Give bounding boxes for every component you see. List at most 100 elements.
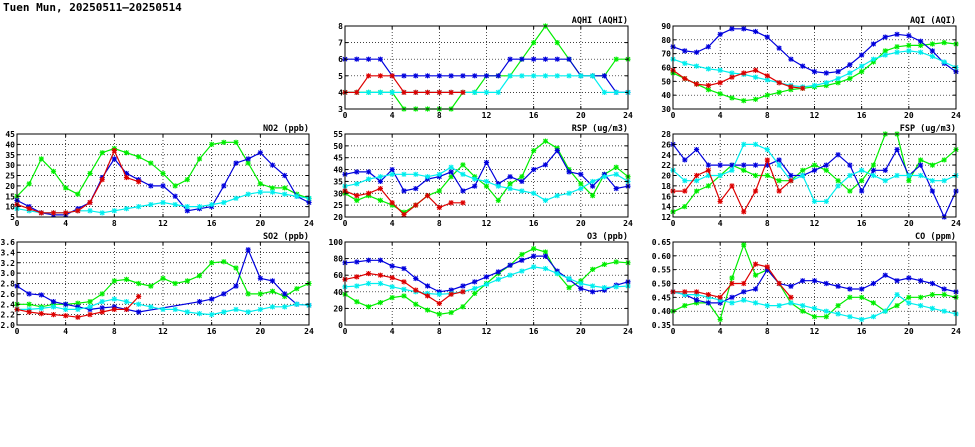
x-tick-label: 12 (482, 111, 492, 120)
data-point (26, 301, 32, 307)
data-point (460, 289, 466, 295)
y-tick-label: 26 (661, 140, 671, 149)
data-point (613, 56, 619, 62)
data-point (436, 73, 442, 79)
data-point (123, 170, 130, 177)
data-point (682, 291, 688, 298)
data-point (894, 49, 900, 55)
data-point (741, 297, 747, 303)
y-tick-label: 30 (333, 189, 343, 198)
data-point (519, 178, 525, 185)
data-point (859, 52, 865, 58)
data-point (365, 190, 372, 196)
y-tick-label: 20 (333, 304, 343, 313)
x-tick-label: 16 (529, 219, 539, 228)
y-tick-label: 3.0 (1, 269, 16, 278)
data-point (554, 56, 560, 62)
data-point (377, 185, 383, 192)
data-point (835, 80, 841, 86)
data-point (221, 259, 227, 265)
data-point (245, 156, 251, 162)
data-point (717, 316, 723, 323)
y-tick-label: 50 (661, 77, 671, 86)
data-point (531, 148, 537, 154)
y-tick-label: 12 (661, 213, 671, 222)
data-point (590, 283, 596, 289)
x-tick-label: 12 (810, 327, 820, 336)
data-point (847, 75, 853, 82)
data-point (507, 185, 513, 192)
data-point (906, 172, 912, 179)
data-point (448, 291, 454, 297)
x-tick-label: 4 (390, 219, 395, 228)
data-point (729, 275, 735, 281)
data-point (75, 300, 81, 306)
data-point (776, 80, 782, 86)
data-point (99, 177, 105, 183)
data-point (870, 280, 877, 287)
data-point (448, 287, 454, 293)
data-point (282, 291, 288, 297)
data-point (847, 286, 853, 292)
data-point (424, 73, 431, 79)
data-point (800, 85, 806, 91)
data-point (111, 148, 117, 154)
x-tick-label: 16 (207, 327, 217, 336)
data-point (847, 172, 853, 179)
data-point (50, 210, 57, 216)
data-point (519, 268, 525, 274)
data-point (764, 92, 770, 98)
data-point (752, 28, 759, 35)
data-point (448, 164, 454, 170)
data-point (354, 181, 360, 187)
data-point (752, 67, 759, 73)
data-point (578, 181, 584, 187)
x-tick-label: 12 (482, 219, 492, 228)
data-point (148, 183, 154, 189)
data-point (752, 74, 759, 80)
x-tick-label: 0 (671, 327, 676, 336)
data-point (823, 280, 829, 287)
data-point (221, 139, 227, 145)
data-point (918, 294, 924, 300)
data-point (590, 266, 596, 272)
data-point (717, 297, 723, 303)
data-point (752, 272, 759, 278)
data-point (413, 287, 419, 293)
data-point (401, 171, 407, 177)
x-tick-label: 20 (576, 219, 586, 228)
data-point (172, 280, 178, 287)
data-point (941, 308, 947, 314)
x-tick-label: 4 (718, 111, 723, 120)
data-point (354, 259, 360, 265)
data-point (918, 49, 924, 55)
data-point (682, 289, 688, 295)
data-point (38, 292, 44, 298)
data-point (233, 283, 239, 289)
data-point (882, 308, 888, 314)
x-tick-label: 20 (904, 327, 914, 336)
y-tick-label: 40 (5, 140, 15, 149)
data-point (160, 183, 166, 189)
data-point (906, 294, 912, 300)
data-point (233, 139, 239, 145)
data-point (377, 56, 383, 62)
data-point (800, 172, 806, 179)
data-point (590, 193, 596, 199)
y-tick-label: 0.60 (652, 252, 671, 261)
data-point (389, 166, 395, 173)
data-point (741, 242, 747, 248)
data-point (601, 174, 608, 180)
data-point (63, 313, 69, 319)
x-tick-label: 8 (437, 219, 442, 228)
data-point (269, 162, 276, 168)
data-point (413, 202, 419, 208)
y-tick-label: 80 (333, 255, 343, 264)
data-point (111, 208, 117, 214)
data-point (717, 172, 723, 179)
data-point (590, 289, 596, 295)
data-point (38, 210, 44, 216)
page-title: Tuen Mun, 20250511–20250514 (3, 1, 182, 14)
data-point (918, 157, 924, 163)
data-point (123, 306, 130, 313)
